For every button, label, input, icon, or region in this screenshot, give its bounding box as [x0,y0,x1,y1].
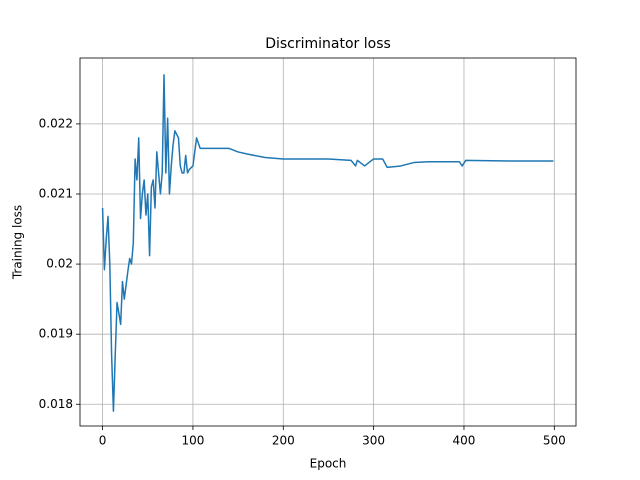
x-axis-label: Epoch [310,457,347,471]
y-tick-label: 0.021 [39,186,73,200]
x-tick-label: 300 [362,434,385,448]
line [101,74,554,413]
y-tick-label: 0.02 [46,257,73,271]
x-tick-label: 0 [99,434,107,448]
y-axis-label: Training loss [11,205,25,280]
plot-frame [79,57,577,427]
chart-title: Discriminator loss [265,36,391,52]
y-tick-label: 0.022 [39,116,73,130]
x-tick-label: 200 [272,434,295,448]
x-tick-label: 400 [453,434,476,448]
y-tick-label: 0.019 [39,327,73,341]
x-tick-label: 100 [181,434,204,448]
y-tick-label: 0.018 [39,397,73,411]
x-tick-label: 500 [543,434,566,448]
